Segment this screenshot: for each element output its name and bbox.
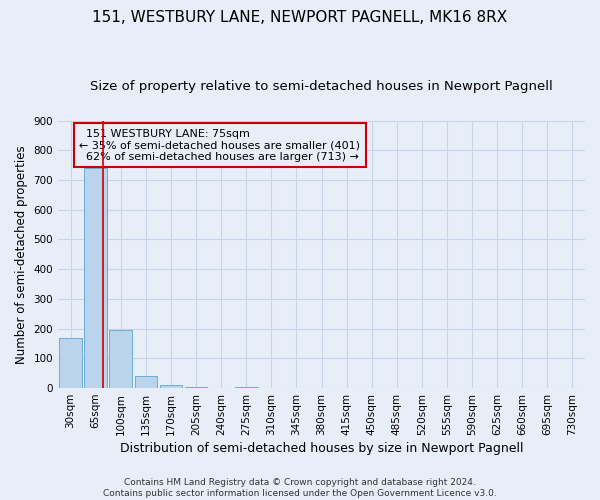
Text: 151 WESTBURY LANE: 75sqm
← 35% of semi-detached houses are smaller (401)
  62% o: 151 WESTBURY LANE: 75sqm ← 35% of semi-d… xyxy=(79,128,360,162)
Bar xyxy=(185,386,208,388)
Bar xyxy=(160,385,182,388)
Text: Contains HM Land Registry data © Crown copyright and database right 2024.
Contai: Contains HM Land Registry data © Crown c… xyxy=(103,478,497,498)
Bar xyxy=(134,376,157,388)
Title: Size of property relative to semi-detached houses in Newport Pagnell: Size of property relative to semi-detach… xyxy=(90,80,553,93)
Bar xyxy=(59,338,82,388)
Bar xyxy=(109,330,132,388)
Text: 151, WESTBURY LANE, NEWPORT PAGNELL, MK16 8RX: 151, WESTBURY LANE, NEWPORT PAGNELL, MK1… xyxy=(92,10,508,25)
X-axis label: Distribution of semi-detached houses by size in Newport Pagnell: Distribution of semi-detached houses by … xyxy=(120,442,523,455)
Bar xyxy=(85,168,107,388)
Y-axis label: Number of semi-detached properties: Number of semi-detached properties xyxy=(15,145,28,364)
Bar xyxy=(235,386,257,388)
